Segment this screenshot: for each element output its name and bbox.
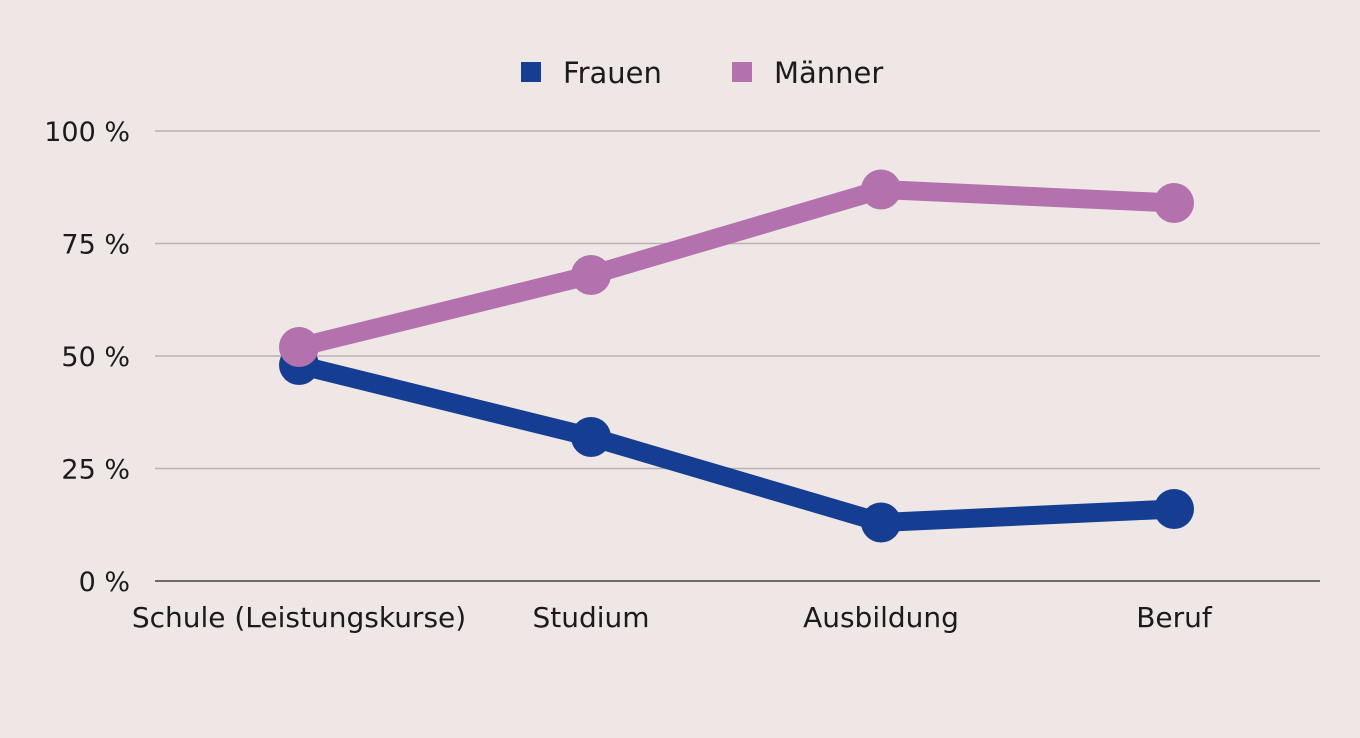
x-category-label: Beruf [1136,601,1213,634]
series-frauen [279,345,1194,543]
y-axis-tick-labels: 0 % 25 % 50 % 75 % 100 % [44,117,130,598]
data-point [861,502,901,543]
legend: Frauen Männer [521,56,883,90]
data-point [1154,183,1194,223]
x-category-label: Studium [532,601,649,634]
legend-item: Frauen [521,56,662,90]
y-tick-label: 100 % [44,117,130,148]
x-axis-category-labels: Schule (Leistungskurse) Studium Ausbildung… [132,601,1213,634]
gridlines [155,130,1320,582]
legend-label: Frauen [563,56,662,90]
series-lines [279,169,1194,543]
y-tick-label: 25 % [61,455,130,486]
legend-swatch [732,62,752,82]
legend-label: Männer [774,56,883,90]
data-point [279,327,319,367]
legend-item: Männer [732,56,883,90]
data-point [571,417,611,457]
series-männer [279,169,1194,367]
data-point [571,255,611,295]
series-line [289,355,1184,532]
data-point [861,169,901,210]
y-tick-label: 50 % [61,342,130,373]
series-line [289,180,1184,357]
y-tick-label: 75 % [61,230,130,261]
data-point [1154,489,1194,529]
x-category-label: Ausbildung [803,601,959,634]
y-tick-label: 0 % [79,567,130,598]
legend-swatch [521,62,541,82]
x-category-label: Schule (Leistungskurse) [132,601,466,634]
